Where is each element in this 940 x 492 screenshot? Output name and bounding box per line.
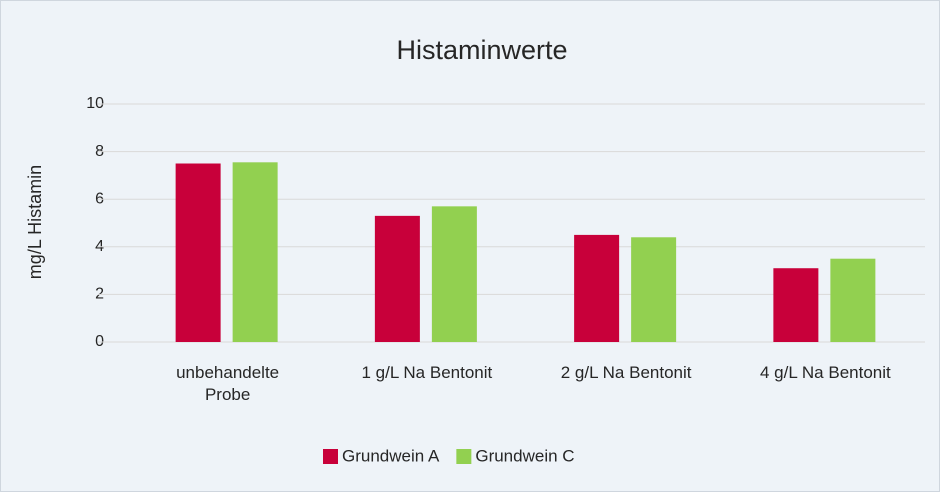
y-tick-label: 10 [86, 95, 104, 112]
x-tick-label: unbehandelte Probe [176, 363, 280, 404]
x-tick-label: 4 g/L Na Bentonit [760, 363, 891, 382]
y-axis-label: mg/L Histamin [25, 165, 45, 279]
bar [175, 163, 221, 342]
bar [431, 206, 477, 342]
legend-swatch [323, 449, 338, 464]
bar [574, 234, 620, 342]
bar [374, 215, 420, 342]
bar [232, 162, 278, 342]
x-tick-label: 1 g/L Na Bentonit [361, 363, 493, 382]
x-tick-label: 2 g/L Na Bentonit [560, 363, 692, 382]
chart-title: Histaminwerte [396, 35, 567, 65]
legend-label: Grundwein A [342, 446, 440, 465]
bar [631, 237, 677, 342]
bar [830, 258, 876, 342]
bar [773, 268, 819, 342]
legend-swatch [456, 449, 472, 464]
legend-label: Grundwein C [475, 446, 574, 465]
